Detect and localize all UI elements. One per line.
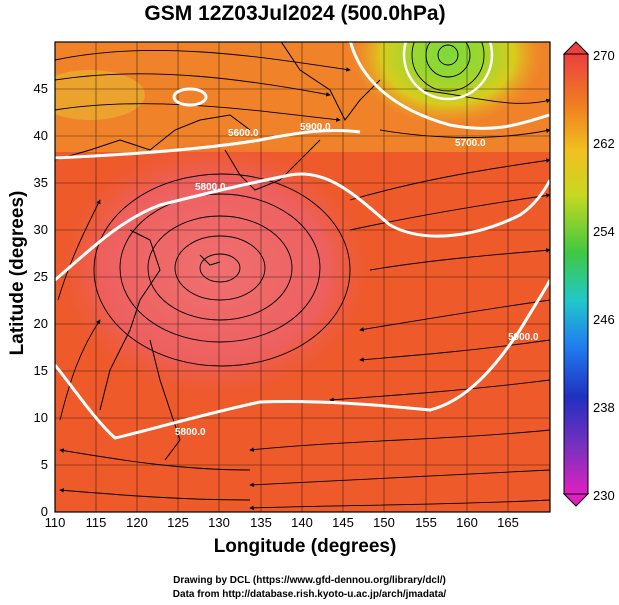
svg-text:150: 150 [373,515,395,530]
svg-text:0: 0 [41,504,48,519]
svg-text:140: 140 [291,515,313,530]
colorbar-bottom-arrow [562,493,590,507]
svg-text:5800.0: 5800.0 [195,182,226,193]
warm-core-region [55,140,375,400]
svg-text:5: 5 [41,457,48,472]
chart-title: GSM 12Z03Jul2024 (500.0hPa) [144,2,446,25]
svg-text:45: 45 [34,81,48,96]
svg-text:5700.0: 5700.0 [455,138,486,149]
svg-text:25: 25 [34,269,48,284]
svg-text:125: 125 [167,515,189,530]
svg-text:15: 15 [34,363,48,378]
x-axis-label: Longitude (degrees) [213,536,397,557]
svg-text:5900.0: 5900.0 [300,122,331,133]
svg-text:165: 165 [497,515,519,530]
svg-text:270: 270 [593,48,615,63]
svg-text:120: 120 [126,515,148,530]
svg-text:155: 155 [415,515,437,530]
coastlines [55,42,381,461]
svg-text:10: 10 [34,410,48,425]
svg-text:35: 35 [34,175,48,190]
colorbar-scale [563,53,589,495]
svg-text:238: 238 [593,400,615,415]
height-contour-labels: 5600.0 5800.0 5700.0 5800.0 5900.0 5900.… [175,122,539,438]
colorbar-top-arrow [562,41,590,55]
svg-text:246: 246 [593,312,615,327]
colorbar: 270 262 254 246 238 230 [562,41,615,507]
svg-text:115: 115 [86,515,107,530]
credit-drawing: Drawing by DCL (https://www.gfd-dennou.o… [173,575,446,586]
svg-text:130: 130 [208,515,230,530]
y-axis-ticks: 0 5 10 15 20 25 30 35 40 45 [34,81,48,519]
svg-text:230: 230 [593,488,615,503]
weather-map: 5600.0 5800.0 5700.0 5800.0 5900.0 5900.… [34,41,615,530]
svg-text:5600.0: 5600.0 [228,128,259,139]
svg-text:254: 254 [593,224,615,239]
plot-frame [54,41,551,513]
svg-text:110: 110 [45,515,66,530]
svg-text:160: 160 [456,515,478,530]
svg-text:20: 20 [34,316,48,331]
height-contours [55,42,550,440]
svg-text:30: 30 [34,222,48,237]
svg-text:262: 262 [593,136,615,151]
svg-text:135: 135 [250,515,272,530]
streamlines [55,42,550,511]
svg-text:5900.0: 5900.0 [508,332,539,343]
svg-text:5800.0: 5800.0 [175,427,206,438]
x-axis-ticks: 110 115 120 125 130 135 140 145 150 155 … [45,515,519,530]
svg-text:40: 40 [34,128,48,143]
grid [55,42,550,512]
svg-text:145: 145 [332,515,354,530]
cool-patch-northwest [55,70,145,120]
y-axis-label: Latitude (degrees) [7,190,28,356]
credit-data-source: Data from http://database.rish.kyoto-u.a… [172,589,447,600]
